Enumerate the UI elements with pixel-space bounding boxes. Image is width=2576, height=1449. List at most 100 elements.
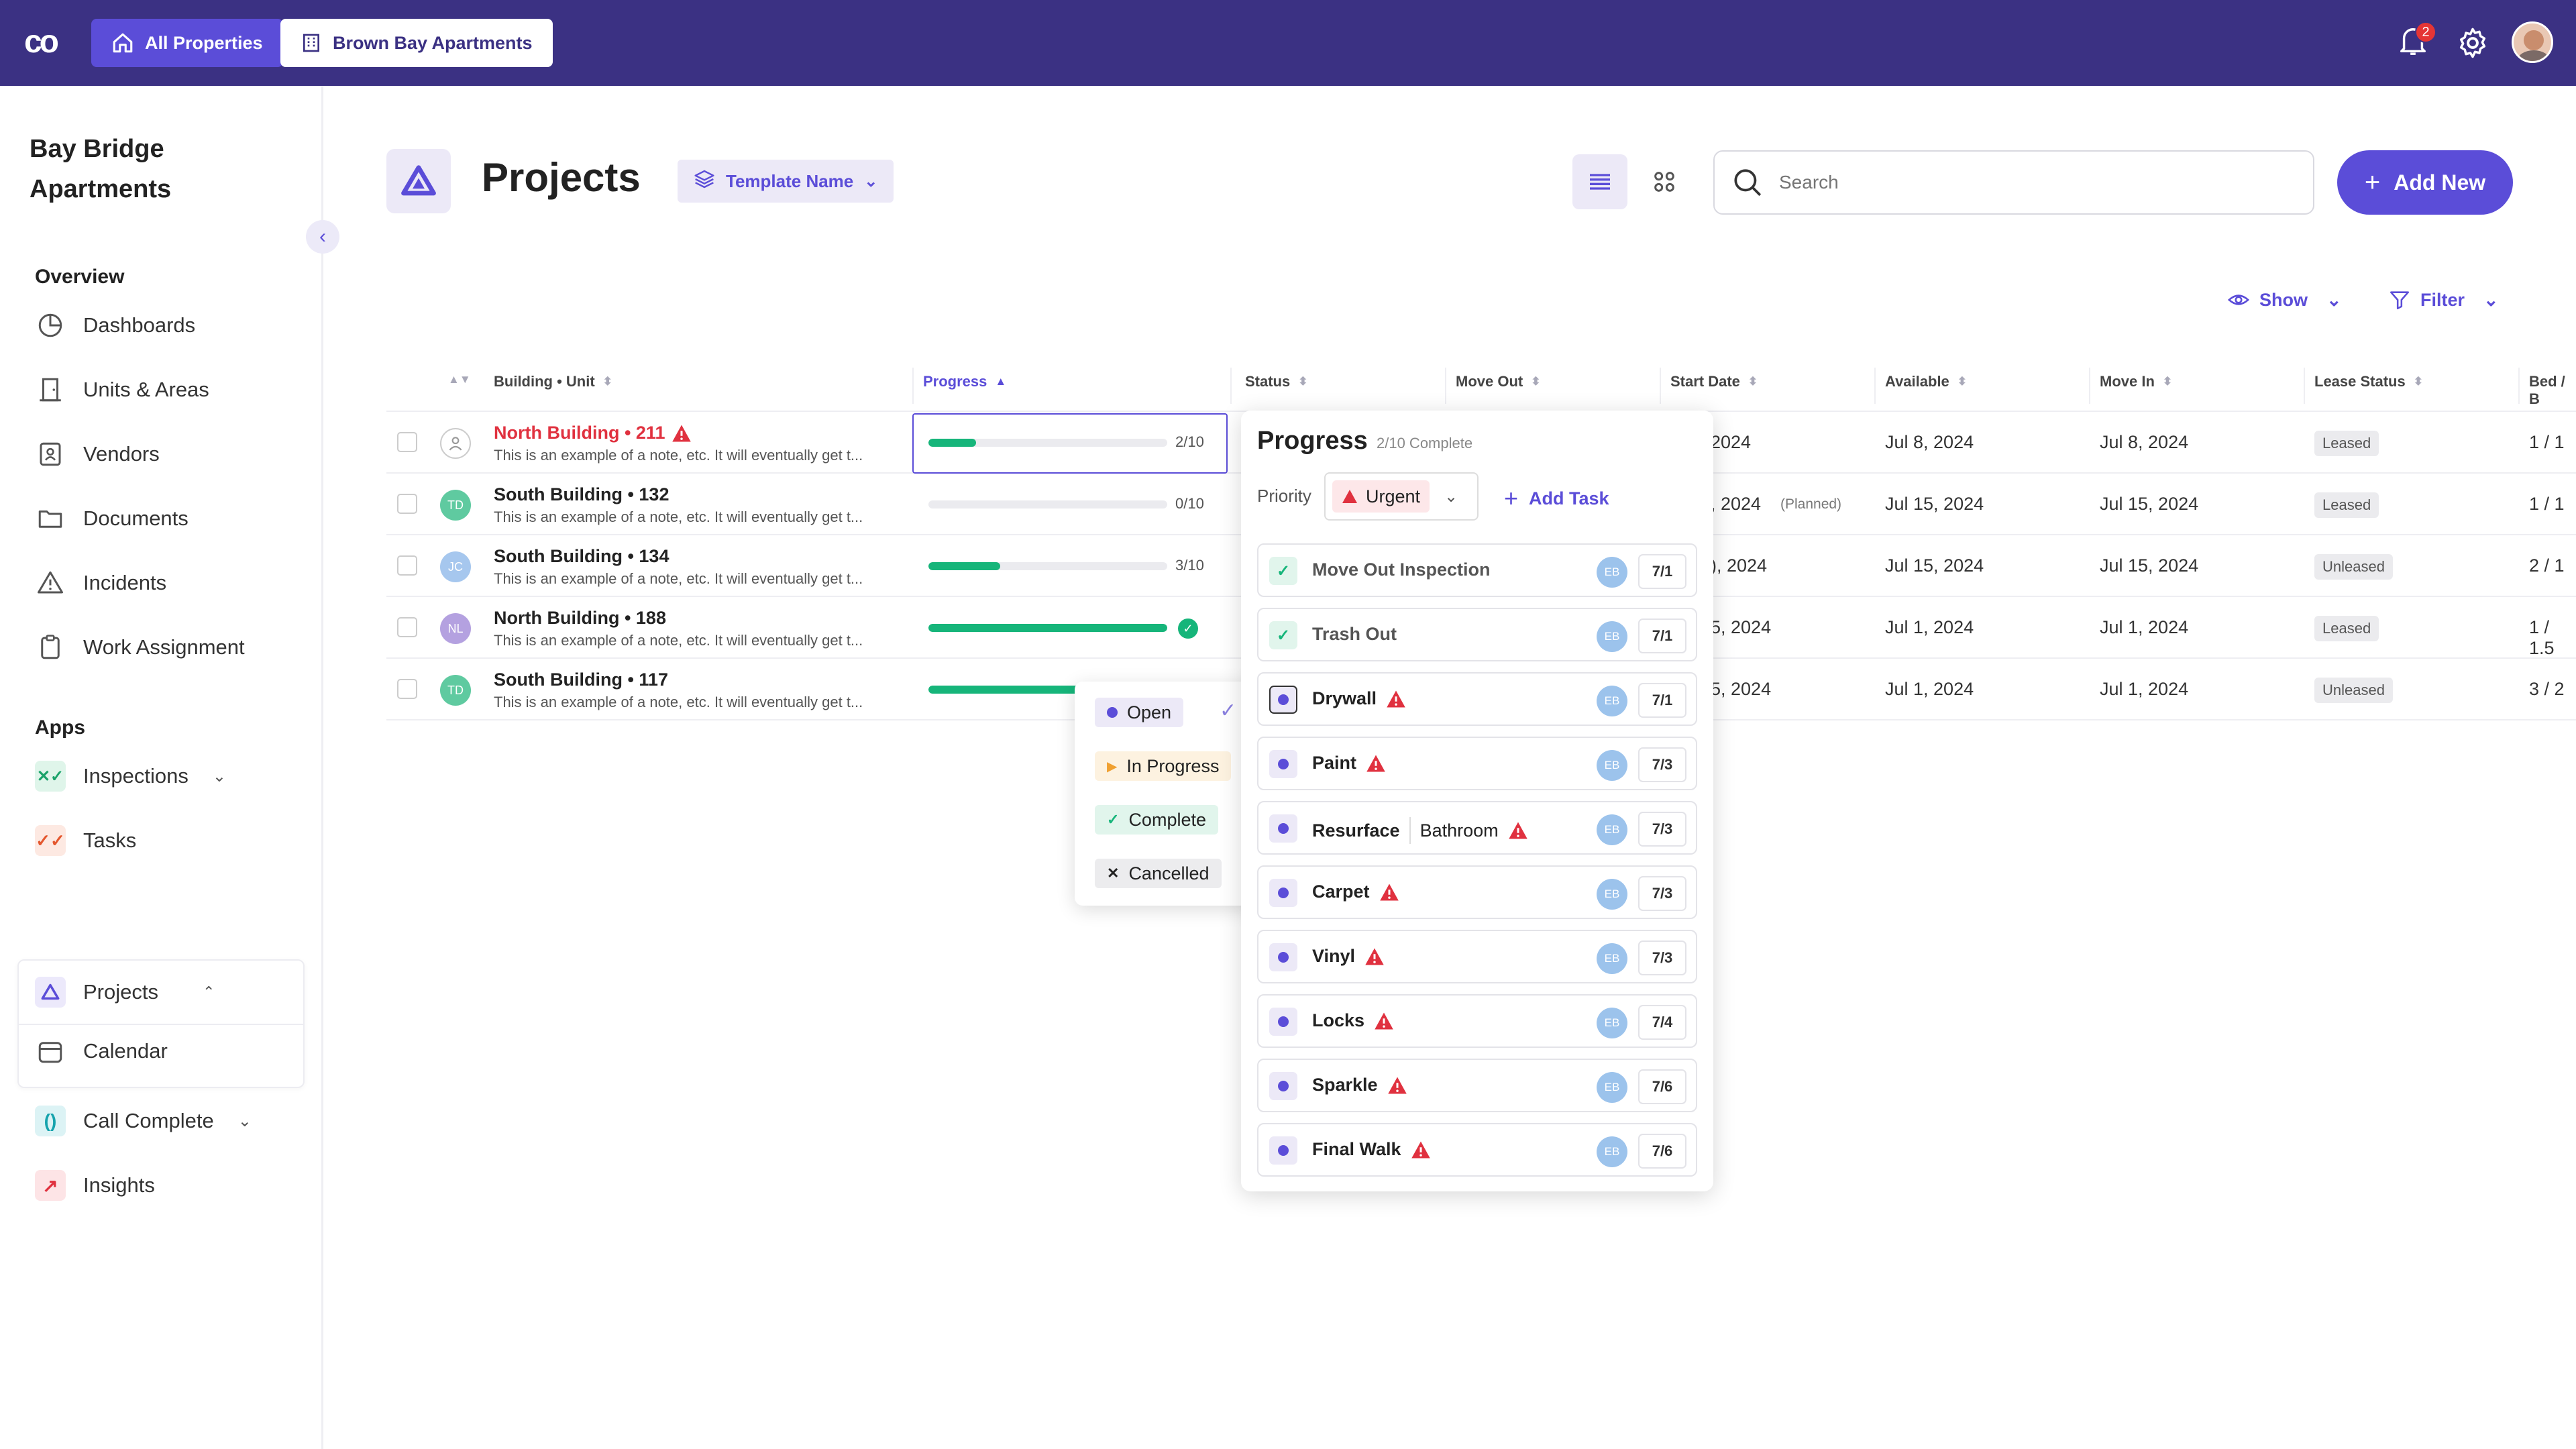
sidebar-item-work-assignment[interactable]: Work Assignment xyxy=(35,632,245,663)
progress-count: 0/10 xyxy=(1175,495,1204,512)
col-move-in[interactable]: Move In ⬍ xyxy=(2100,373,2173,390)
task-open-dot-icon[interactable] xyxy=(1269,750,1297,778)
task-done-check-icon[interactable]: ✓ xyxy=(1269,621,1297,649)
task-open-dot-icon[interactable] xyxy=(1269,814,1297,843)
row-checkbox[interactable] xyxy=(397,679,417,699)
list-view-button[interactable] xyxy=(1572,154,1627,209)
task-due-date[interactable]: 7/3 xyxy=(1638,812,1686,847)
task-due-date[interactable]: 7/3 xyxy=(1638,747,1686,782)
building-unit[interactable]: South Building • 117 xyxy=(494,669,668,690)
chevron-down-icon[interactable]: ⌄ xyxy=(212,767,226,786)
sidebar-item-vendors[interactable]: Vendors xyxy=(35,439,160,470)
sort-ascending-icon: ▲ xyxy=(995,375,1007,388)
task-item[interactable]: Sparkle EB 7/6 xyxy=(1257,1059,1697,1112)
col-move-out[interactable]: Move Out ⬍ xyxy=(1456,373,1541,390)
select-all-sort[interactable]: ▲▼ xyxy=(448,373,471,386)
status-option-in-progress[interactable]: ▶ In Progress xyxy=(1095,751,1232,781)
search-input[interactable] xyxy=(1779,172,2289,193)
show-button[interactable]: Show ⌄ xyxy=(2227,288,2342,311)
task-done-check-icon[interactable]: ✓ xyxy=(1269,557,1297,585)
building-unit[interactable]: North Building • 211 xyxy=(494,423,692,443)
row-checkbox[interactable] xyxy=(397,555,417,576)
sidebar-item-incidents[interactable]: Incidents xyxy=(35,568,166,598)
status-option-open[interactable]: Open xyxy=(1095,698,1184,727)
table-row[interactable]: North Building • 211 This is an example … xyxy=(386,412,2576,474)
task-item[interactable]: Locks EB 7/4 xyxy=(1257,994,1697,1048)
task-due-date[interactable]: 7/3 xyxy=(1638,941,1686,975)
row-checkbox[interactable] xyxy=(397,617,417,637)
col-lease-status[interactable]: Lease Status ⬍ xyxy=(2314,373,2423,390)
task-open-dot-icon[interactable] xyxy=(1269,686,1297,714)
search-box[interactable] xyxy=(1713,150,2314,215)
col-building-unit[interactable]: Building • Unit ⬍ xyxy=(494,373,612,390)
sidebar-item-projects[interactable]: Projects ⌃ xyxy=(35,977,215,1008)
task-due-date[interactable]: 7/3 xyxy=(1638,876,1686,911)
notifications-button[interactable]: 2 xyxy=(2398,21,2436,62)
task-open-dot-icon[interactable] xyxy=(1269,943,1297,971)
building-unit[interactable]: South Building • 134 xyxy=(494,546,669,566)
all-properties-button[interactable]: All Properties xyxy=(91,19,283,67)
sidebar-item-insights[interactable]: ↗ Insights xyxy=(35,1170,155,1201)
sidebar-item-units-areas[interactable]: Units & Areas xyxy=(35,374,209,405)
task-due-date[interactable]: 7/1 xyxy=(1638,554,1686,589)
task-item[interactable]: Paint EB 7/3 xyxy=(1257,737,1697,790)
task-item[interactable]: Vinyl EB 7/3 xyxy=(1257,930,1697,983)
priority-select[interactable]: Urgent ⌄ xyxy=(1324,472,1479,521)
logo[interactable]: co xyxy=(23,23,59,60)
lease-status-badge: Leased xyxy=(2314,492,2379,518)
building-unit[interactable]: South Building • 132 xyxy=(494,484,669,504)
task-item[interactable]: ✓ Move Out Inspection EB 7/1 xyxy=(1257,543,1697,597)
task-item[interactable]: Final Walk EB 7/6 xyxy=(1257,1123,1697,1177)
row-checkbox[interactable] xyxy=(397,494,417,514)
task-open-dot-icon[interactable] xyxy=(1269,1136,1297,1165)
eye-icon xyxy=(2227,294,2250,305)
sidebar-item-calendar[interactable]: Calendar xyxy=(35,1036,168,1067)
sidebar-item-tasks[interactable]: ✓✓ Tasks xyxy=(35,825,136,856)
progress-fill xyxy=(928,562,1000,570)
popover-title: Progress xyxy=(1257,427,1368,455)
list-icon xyxy=(1590,174,1610,190)
urgent-chip: Urgent xyxy=(1332,480,1430,513)
sidebar-item-documents[interactable]: Documents xyxy=(35,503,189,534)
status-option-complete[interactable]: ✓ Complete xyxy=(1095,805,1218,835)
template-selector[interactable]: Template Name ⌄ xyxy=(678,160,894,203)
sidebar-item-dashboards[interactable]: Dashboards xyxy=(35,310,195,341)
sidebar-item-call-complete[interactable]: () Call Complete ⌄ xyxy=(35,1106,252,1136)
chevron-up-icon[interactable]: ⌃ xyxy=(202,983,215,1000)
building-unit[interactable]: North Building • 188 xyxy=(494,608,666,628)
task-due-date[interactable]: 7/1 xyxy=(1638,683,1686,718)
row-checkbox[interactable] xyxy=(397,432,417,452)
sidebar-item-label: Vendors xyxy=(83,442,160,466)
task-item[interactable]: Carpet EB 7/3 xyxy=(1257,865,1697,919)
filter-button[interactable]: Filter ⌄ xyxy=(2388,288,2499,311)
task-item[interactable]: Drywall EB 7/1 xyxy=(1257,672,1697,726)
task-open-dot-icon[interactable] xyxy=(1269,879,1297,907)
task-due-date[interactable]: 7/1 xyxy=(1638,619,1686,653)
task-due-date[interactable]: 7/4 xyxy=(1638,1005,1686,1040)
task-due-date[interactable]: 7/6 xyxy=(1638,1134,1686,1169)
status-option-cancelled[interactable]: ✕ Cancelled xyxy=(1095,859,1222,888)
progress-cell-selected[interactable] xyxy=(912,413,1228,474)
task-item[interactable]: Resurface Bathroom EB 7/3 xyxy=(1257,801,1697,855)
add-task-button[interactable]: + Add Task xyxy=(1504,484,1609,512)
task-open-dot-icon[interactable] xyxy=(1269,1072,1297,1100)
col-progress[interactable]: Progress ▲ xyxy=(923,373,1007,390)
col-available[interactable]: Available ⬍ xyxy=(1885,373,1968,390)
sidebar-item-label: Projects xyxy=(83,980,158,1004)
assignee-avatar: EB xyxy=(1597,1072,1627,1103)
collapse-sidebar-button[interactable]: ‹ xyxy=(306,220,339,254)
grid-view-button[interactable] xyxy=(1637,154,1692,209)
col-start-date[interactable]: Start Date ⬍ xyxy=(1670,373,1758,390)
add-new-button[interactable]: + Add New xyxy=(2337,150,2513,215)
col-status[interactable]: Status ⬍ xyxy=(1245,373,1308,390)
property-selector-button[interactable]: Brown Bay Apartments xyxy=(280,19,553,67)
sidebar-item-inspections[interactable]: ✕✓ Inspections ⌄ xyxy=(35,761,226,792)
col-bed-bath[interactable]: Bed / B xyxy=(2529,373,2565,407)
settings-button[interactable] xyxy=(2455,25,2490,64)
user-avatar[interactable] xyxy=(2512,21,2553,63)
task-open-dot-icon[interactable] xyxy=(1269,1008,1297,1036)
table-row[interactable]: TD South Building • 117 This is an examp… xyxy=(386,659,2576,720)
task-due-date[interactable]: 7/6 xyxy=(1638,1069,1686,1104)
task-item[interactable]: ✓ Trash Out EB 7/1 xyxy=(1257,608,1697,661)
chevron-down-icon[interactable]: ⌄ xyxy=(237,1112,252,1130)
